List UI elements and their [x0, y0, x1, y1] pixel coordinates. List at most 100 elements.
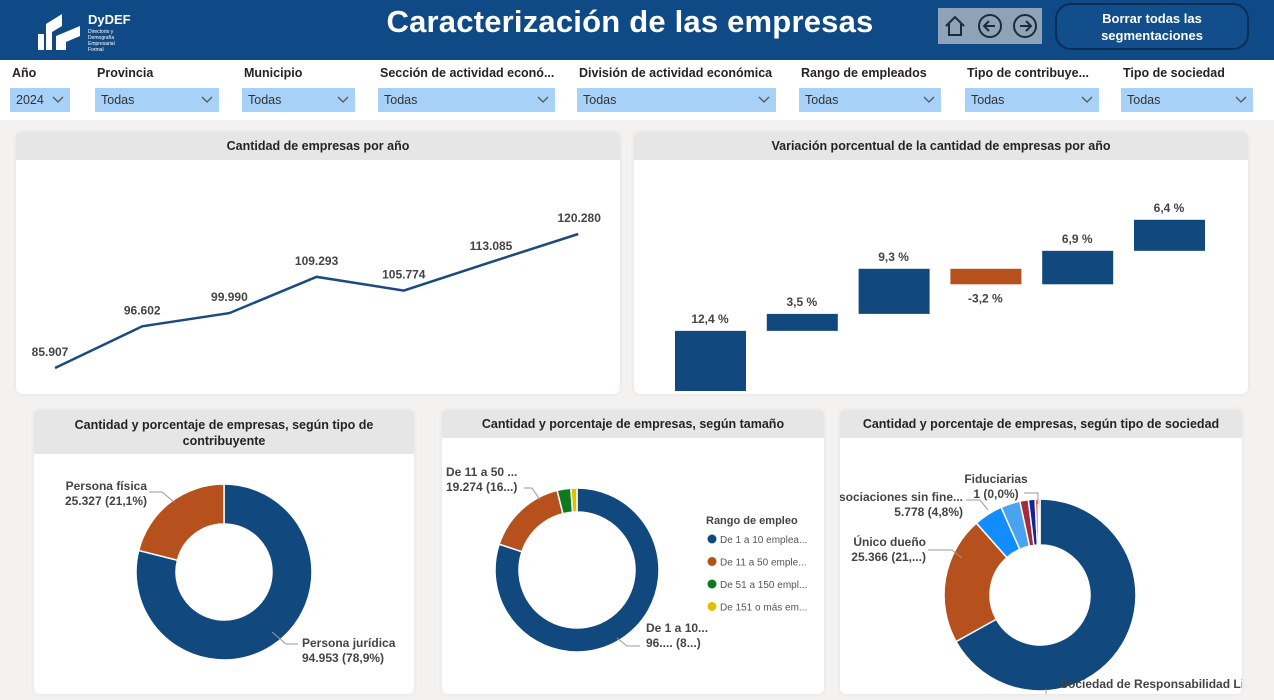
chart-title: Cantidad y porcentaje de empresas, según… [840, 410, 1242, 438]
dydef-logo: DyDEF Directorio y Demografía Empresaria… [36, 6, 136, 53]
chevron-down-icon [1081, 96, 1093, 103]
filter-label: Provincia [97, 66, 154, 80]
slice-label-value: 78.956 (65,6%) [1060, 692, 1142, 694]
line-chart-card: Cantidad de empresas por año 85.907 2018 9… [16, 132, 620, 406]
data-label: 120.280 [558, 211, 602, 225]
line-series [54, 232, 579, 370]
filter-dropdown[interactable]: Todas [95, 88, 219, 112]
filter-dropdown[interactable]: Todas [378, 88, 555, 112]
filter-label: División de actividad económica [579, 66, 773, 80]
filter-7: Tipo de sociedad Todas [1121, 66, 1253, 112]
leader-line [966, 499, 989, 511]
chart-title: Cantidad y porcentaje de empresas, según… [442, 410, 824, 438]
chevron-down-icon [337, 96, 349, 103]
legend-item: De 1 a 10 emplea... [720, 535, 807, 546]
x-tick-label: 2018 [42, 392, 69, 394]
waterfall-chart-card: Variación porcentual de la cantidad de e… [634, 132, 1248, 410]
size-donut: De 11 a 50 ...19.274 (16...) De 1 a 10...… [446, 465, 807, 653]
leader-line [149, 491, 175, 503]
chevron-down-icon [758, 96, 770, 103]
x-tick-label: 2024 [565, 392, 592, 394]
waterfall-bar [858, 268, 930, 314]
slice-label-name: Persona física [66, 479, 148, 493]
slice-label-value: 19.274 (16...) [446, 480, 517, 494]
svg-text:Formal: Formal [88, 47, 104, 52]
navigation-buttons [938, 8, 1042, 44]
filter-label: Tipo de sociedad [1123, 66, 1225, 80]
slice-label-value: 94.953 (78,9%) [302, 651, 384, 665]
donut-slice [137, 483, 225, 562]
contributor-donut-card: Cantidad y porcentaje de empresas, según… [34, 410, 414, 694]
home-icon[interactable] [941, 12, 969, 40]
clear-all-slicers-button[interactable]: Borrar todas las segmentaciones [1055, 3, 1249, 50]
filter-value: Todas [583, 93, 617, 107]
filter-dropdown[interactable]: Todas [577, 88, 776, 112]
waterfall-bar [1134, 219, 1205, 251]
filter-value: Todas [1127, 93, 1161, 107]
chart-title: Variación porcentual de la cantidad de e… [634, 132, 1248, 160]
legend-item: De 151 o más em... [720, 603, 807, 614]
donut-slice [135, 483, 313, 661]
data-label: 99.990 [211, 290, 248, 304]
chevron-down-icon [52, 96, 64, 103]
data-label: 6,4 % [1154, 201, 1185, 215]
filter-label: Rango de empleados [801, 66, 927, 80]
leader-line [616, 637, 640, 647]
filter-dropdown[interactable]: Todas [242, 88, 355, 112]
back-arrow-icon[interactable] [976, 12, 1004, 40]
chevron-down-icon [1235, 96, 1247, 103]
legend-item: De 51 a 150 empl... [720, 580, 807, 591]
legend-marker [707, 579, 717, 589]
filter-dropdown[interactable]: Todas [799, 88, 941, 112]
leader-line [271, 631, 298, 645]
slice-label-name: De 11 a 50 ... [446, 465, 517, 479]
x-tick-label: 2023 [478, 392, 505, 394]
svg-text:DyDEF: DyDEF [88, 12, 131, 27]
leader-line [1024, 492, 1039, 504]
donut-slice [498, 489, 564, 553]
slice-label-value: 25.327 (21,1%) [65, 494, 147, 508]
donut-slice [955, 498, 1137, 692]
chart-title: Cantidad de empresas por año [16, 132, 620, 160]
forward-arrow-icon[interactable] [1011, 12, 1039, 40]
donut-slice [1037, 498, 1041, 546]
leader-line [928, 549, 963, 559]
slice-label-name: Sociedad de Responsabilidad Li.. [1060, 677, 1242, 691]
svg-text:Directorio y: Directorio y [88, 29, 114, 35]
waterfall-bar [1042, 250, 1114, 285]
filter-value: Todas [805, 93, 839, 107]
data-label: 113.085 [470, 239, 513, 253]
data-label: 6,9 % [1062, 232, 1093, 246]
line-chart: 85.907 2018 96.602 2019 99.990 2020 109.293 202… [32, 211, 602, 406]
data-label: 85.907 [32, 345, 69, 359]
slice-label-name: Único dueño [853, 534, 926, 549]
header-bar: DyDEF Directorio y Demografía Empresaria… [0, 0, 1274, 60]
slice-label-name: De 1 a 10... [646, 621, 708, 635]
filter-label: Municipio [244, 66, 303, 80]
svg-text:Demografía: Demografía [88, 35, 114, 41]
chevron-down-icon [201, 96, 213, 103]
data-label: 109.293 [295, 254, 339, 268]
waterfall-chart: 12,4 %20193,5 %20209,3 %2021-3,2 %20226,… [675, 201, 1205, 410]
waterfall-bar [675, 330, 746, 391]
legend-marker [707, 557, 717, 566]
donut-slice [494, 487, 660, 653]
filter-dropdown[interactable]: 2024 [10, 88, 70, 112]
filter-value: Todas [384, 93, 418, 107]
filter-label: Tipo de contribuye... [967, 66, 1090, 80]
x-tick-label: 2019 [129, 392, 156, 394]
filter-bar: Año 2024 Provincia Todas Municipio Todas Secci… [0, 60, 1274, 120]
filter-dropdown[interactable]: Todas [1121, 88, 1253, 112]
filter-value: Todas [971, 93, 1005, 107]
filter-6: Tipo de contribuye... Todas [965, 66, 1099, 112]
data-label: 105.774 [382, 268, 426, 282]
society-donut-card: Cantidad y porcentaje de empresas, según… [830, 410, 1251, 700]
filter-dropdown[interactable]: Todas [965, 88, 1099, 112]
data-label: 9,3 % [878, 250, 909, 264]
filter-label: Año [12, 66, 37, 80]
filter-4: División de actividad económica Todas [577, 66, 776, 112]
x-tick-label: 2021 [303, 392, 330, 394]
waterfall-bar [950, 268, 1022, 285]
donut-slice [570, 487, 578, 513]
legend-item: De 11 a 50 emple... [720, 558, 807, 569]
